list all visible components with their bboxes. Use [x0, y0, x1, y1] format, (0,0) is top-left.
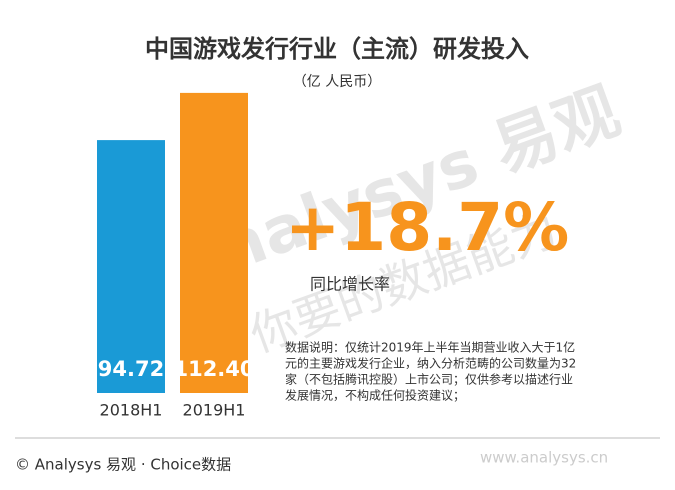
bar	[97, 140, 165, 393]
chart-subtitle: （亿 人民币）	[293, 74, 381, 90]
website: www.analysys.cn	[480, 449, 608, 467]
value-label: 94.72	[98, 357, 164, 381]
note-line: 家（不包括腾讯控股）上市公司；仅供参考以描述行业	[285, 372, 573, 387]
value-label: 112.40	[173, 357, 254, 381]
note-line: 元的主要游戏发行企业，纳入分析范畴的公司数量为32	[285, 356, 576, 371]
growth-label: 同比增长率	[310, 275, 390, 294]
note-line: 数据说明：仅统计2019年上半年当期营业收入大于1亿	[285, 340, 575, 355]
x-tick-label: 2018H1	[100, 401, 163, 420]
bar	[180, 92, 248, 393]
growth-rate: +18.7%	[285, 189, 569, 266]
note-line: 发展情况，不构成任何投资建议；	[285, 388, 465, 403]
chart-title: 中国游戏发行行业（主流）研发投入	[145, 35, 529, 63]
x-tick-label: 2019H1	[183, 401, 246, 420]
source: © Analysys 易观 · Choice数据	[15, 456, 231, 474]
